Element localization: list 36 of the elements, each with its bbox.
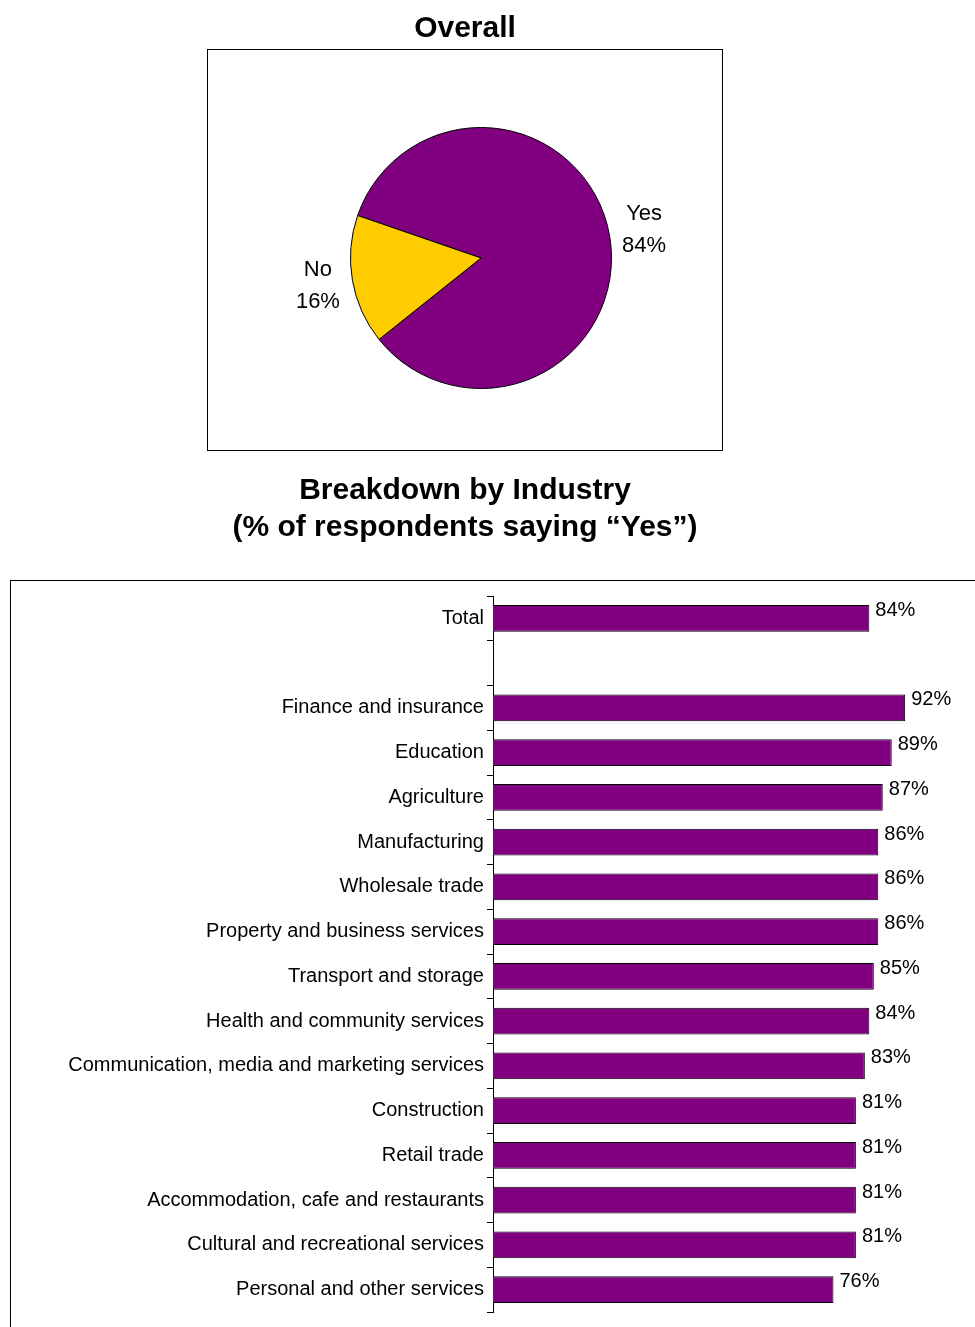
data-label: 87% (888, 776, 930, 799)
data-label: 76% (839, 1269, 880, 1292)
data-label: 81% (861, 1224, 903, 1247)
y-tick-label: Retail trade (381, 1142, 484, 1165)
y-tick-label: Education (395, 740, 484, 763)
slice-label: No (303, 256, 332, 282)
data-label: 86% (884, 821, 925, 844)
y-tick-label: Manufacturing (357, 829, 484, 852)
data-label: 83% (870, 1045, 912, 1068)
y-tick-label: Communication, media and marketing services (68, 1053, 484, 1076)
data-label: 81% (861, 1090, 903, 1113)
slice-label: Yes (626, 199, 663, 225)
data-label: 86% (884, 911, 925, 934)
data-label: 84% (875, 597, 916, 620)
y-tick-label: Cultural and recreational services (187, 1232, 484, 1255)
y-tick-label: Finance and insurance (281, 695, 484, 718)
y-tick-label: Construction (371, 1098, 484, 1121)
chart-title: Breakdown by Industry (% of respondents saying “Yes”) (231, 471, 699, 544)
data-label: 84% (875, 1000, 916, 1023)
y-tick-label: Accommodation, cafe and restaurants (147, 1187, 484, 1210)
data-label: 16% (295, 288, 340, 314)
y-tick-label: Transport and storage (287, 963, 484, 986)
data-label: 81% (861, 1134, 903, 1157)
data-label: 81% (861, 1179, 903, 1202)
y-tick-label: Property and business services (206, 919, 484, 942)
y-tick-label: Total (441, 605, 484, 628)
y-tick-label: Wholesale trade (339, 874, 484, 897)
y-tick-label: Agriculture (388, 784, 484, 807)
data-label: 84% (622, 231, 667, 257)
y-tick-label: Health and community services (206, 1008, 484, 1031)
chart-title: Overall (413, 9, 517, 45)
data-label: 85% (879, 955, 921, 978)
y-tick-label: Personal and other services (236, 1277, 484, 1300)
data-label: 92% (911, 687, 952, 710)
data-label: 89% (897, 732, 938, 755)
data-label: 86% (884, 866, 925, 889)
